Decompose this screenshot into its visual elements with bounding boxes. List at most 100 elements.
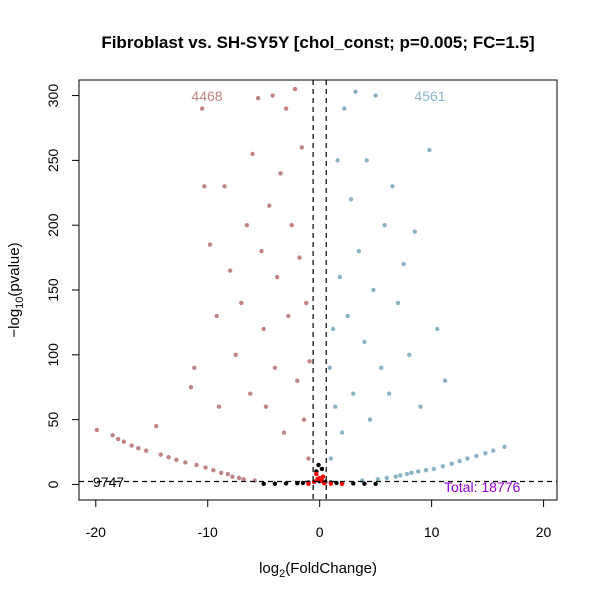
point-down xyxy=(301,417,307,422)
point-not-significant xyxy=(283,481,289,486)
point-not-significant xyxy=(300,480,306,486)
point-down xyxy=(259,248,264,254)
point-down xyxy=(188,385,194,390)
point-down xyxy=(129,443,134,448)
point-down xyxy=(239,300,244,306)
point-up xyxy=(382,222,387,228)
point-up xyxy=(356,248,362,254)
y-axis-label: −log10(pvalue) xyxy=(6,242,26,337)
point-highlight xyxy=(339,481,345,487)
x-axis-label: log2(FoldChange) xyxy=(259,560,377,580)
point-highlight xyxy=(320,474,326,479)
point-up xyxy=(330,326,336,332)
point-down xyxy=(281,430,287,435)
point-up xyxy=(423,467,429,473)
point-down xyxy=(299,145,304,150)
x-axis: -20 -10 0 10 20 xyxy=(86,500,552,540)
y-tick-label: 300 xyxy=(45,84,61,108)
point-up xyxy=(373,93,378,98)
point-down xyxy=(121,439,126,444)
point-highlight xyxy=(328,481,334,486)
x-tick-label: 0 xyxy=(316,524,324,540)
point-up xyxy=(342,106,347,111)
point-down xyxy=(199,106,205,111)
point-down xyxy=(304,300,309,306)
point-highlight xyxy=(306,481,311,486)
x-tick-label: 20 xyxy=(536,524,552,540)
point-down xyxy=(143,448,149,453)
point-up xyxy=(375,477,381,482)
x-tick-label: -10 xyxy=(198,524,218,540)
point-down xyxy=(174,457,179,463)
point-down xyxy=(136,445,141,451)
point-up xyxy=(395,300,401,306)
point-down xyxy=(295,378,300,383)
point-down xyxy=(230,474,235,479)
point-up xyxy=(415,469,421,474)
point-down xyxy=(297,255,302,260)
point-down xyxy=(207,242,213,247)
point-up xyxy=(364,158,369,163)
point-up xyxy=(457,458,462,464)
point-up xyxy=(398,473,403,478)
point-up xyxy=(449,461,454,466)
point-down xyxy=(274,274,280,280)
point-down xyxy=(267,203,272,208)
point-down xyxy=(233,352,238,358)
point-down xyxy=(194,462,199,468)
point-up xyxy=(371,287,376,293)
point-not-significant xyxy=(351,481,356,486)
point-down xyxy=(115,436,121,442)
point-up xyxy=(386,391,392,396)
point-down xyxy=(192,365,197,370)
point-highlight xyxy=(314,471,319,477)
point-down xyxy=(216,404,222,409)
point-up xyxy=(367,417,373,422)
point-down xyxy=(278,171,283,176)
point-up xyxy=(390,184,395,189)
point-up xyxy=(351,391,356,396)
point-down xyxy=(218,470,224,475)
y-tick-label: 50 xyxy=(45,412,61,428)
y-tick-label: 0 xyxy=(45,480,61,488)
point-down xyxy=(270,93,275,98)
point-down xyxy=(307,359,312,364)
point-down xyxy=(183,460,188,465)
point-up xyxy=(348,197,354,202)
point-down xyxy=(306,456,311,461)
chart-title: Fibroblast vs. SH-SY5Y [chol_const; p=0.… xyxy=(101,33,534,52)
up-count-label: 4561 xyxy=(414,88,445,104)
point-down xyxy=(248,391,253,396)
point-not-significant xyxy=(319,466,325,472)
point-down xyxy=(158,452,163,457)
point-down xyxy=(252,478,257,483)
point-up xyxy=(442,378,448,383)
point-not-significant xyxy=(373,481,378,486)
point-up xyxy=(335,158,340,163)
point-up xyxy=(384,475,390,481)
x-tick-label: -20 xyxy=(86,524,106,540)
point-up xyxy=(427,147,432,153)
point-down xyxy=(261,326,266,332)
point-not-significant xyxy=(362,481,367,486)
point-up xyxy=(409,470,414,475)
threshold-lines xyxy=(79,80,557,500)
point-down xyxy=(225,471,231,477)
point-up xyxy=(490,448,496,453)
point-down xyxy=(289,222,294,228)
point-up xyxy=(333,404,338,409)
point-up xyxy=(431,466,437,472)
point-down xyxy=(244,222,250,228)
point-down xyxy=(110,432,115,438)
point-up xyxy=(440,464,446,469)
point-down xyxy=(255,95,261,101)
point-down xyxy=(214,313,219,319)
point-down xyxy=(286,313,291,319)
point-down xyxy=(241,477,246,482)
point-up xyxy=(435,326,440,332)
x-tick-label: 10 xyxy=(424,524,440,540)
point-down xyxy=(263,404,269,409)
point-up xyxy=(474,453,479,459)
point-up xyxy=(345,313,350,319)
